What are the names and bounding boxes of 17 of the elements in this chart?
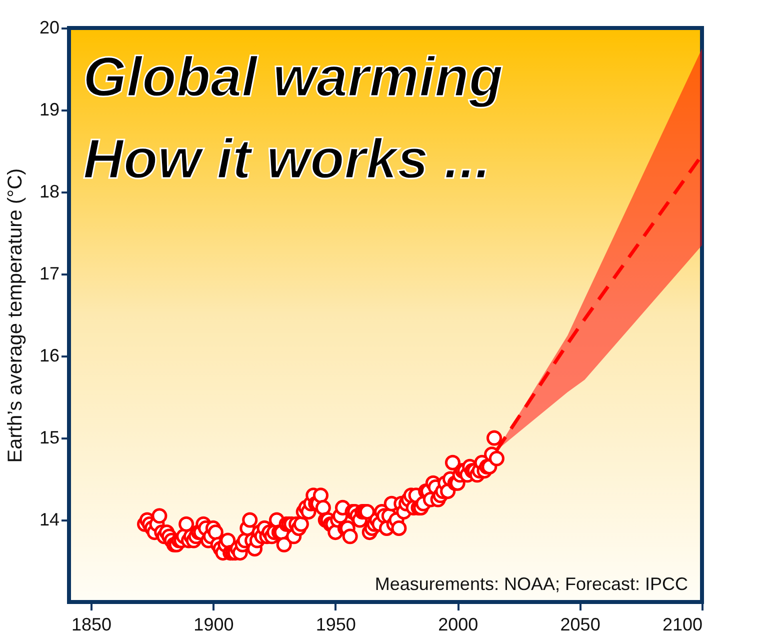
- y-tick-label: 20: [39, 18, 60, 38]
- y-tick-label: 19: [39, 100, 60, 120]
- annotation: Measurements: NOAA; Forecast: IPCC: [374, 574, 688, 594]
- y-tick-label: 17: [39, 264, 60, 284]
- x-tick-label: 1900: [194, 614, 234, 634]
- x-tick-label: 2000: [438, 614, 478, 634]
- x-tick-label: 1950: [316, 614, 356, 634]
- y-axis-title: Earth’s average temperature (°C): [4, 168, 26, 463]
- y-tick-label: 18: [39, 182, 60, 202]
- text: How it works ...: [83, 127, 491, 190]
- y-tick-label: 14: [39, 510, 60, 530]
- x-tick-label: 2050: [560, 614, 600, 634]
- y-tick-label: 16: [39, 346, 60, 366]
- x-tick-label: 1850: [71, 614, 112, 634]
- y-tick-label: 15: [39, 428, 60, 448]
- x-tick-label: 2100: [662, 614, 702, 634]
- chart-title: Global warming: [83, 45, 504, 108]
